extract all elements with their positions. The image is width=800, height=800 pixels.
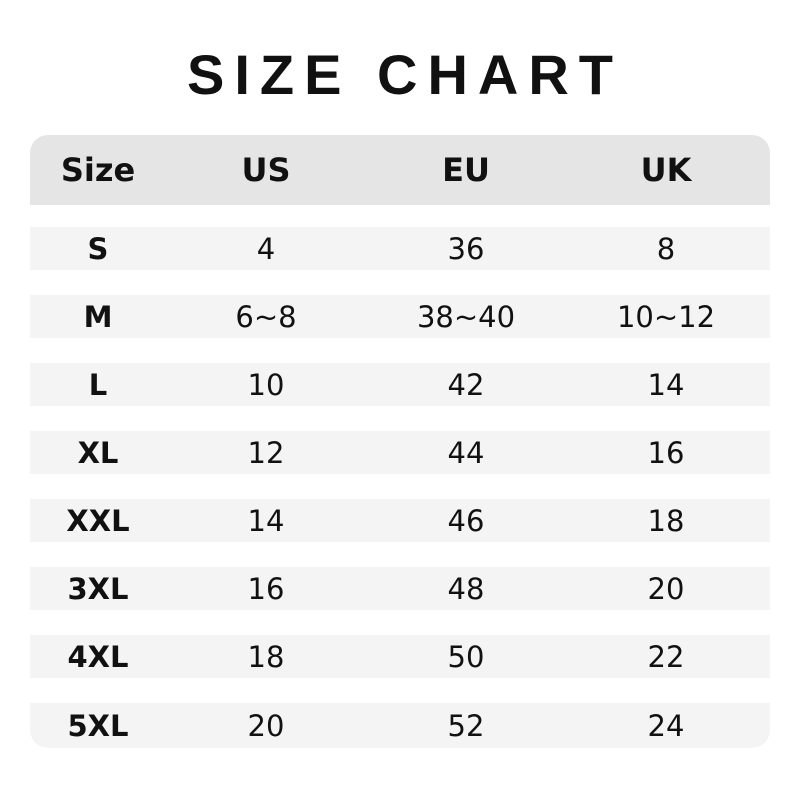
cell-us: 4 (256, 231, 276, 266)
cell-us: 12 (247, 435, 285, 470)
cell-size: 4XL (67, 639, 129, 674)
cell-us: 18 (247, 639, 285, 674)
cell-size: XL (77, 435, 119, 470)
cell-us: 10 (247, 367, 285, 402)
header-size: Size (60, 151, 136, 189)
cell-size: M (83, 299, 113, 334)
cell-eu: 42 (447, 367, 485, 402)
cell-us: 20 (247, 708, 285, 743)
cell-eu: 44 (447, 435, 485, 470)
header-uk: UK (640, 151, 692, 189)
cell-us: 16 (247, 571, 285, 606)
cell-eu: 36 (447, 231, 485, 266)
table-row: 4XL 18 50 22 (30, 635, 770, 678)
cell-uk: 10~12 (616, 299, 716, 334)
table-row: 3XL 16 48 20 (30, 567, 770, 610)
cell-size: L (88, 367, 108, 402)
cell-uk: 16 (647, 435, 685, 470)
cell-eu: 52 (447, 708, 485, 743)
cell-uk: 20 (647, 571, 685, 606)
cell-eu: 50 (447, 639, 485, 674)
table-row: L 10 42 14 (30, 363, 770, 406)
cell-uk: 24 (647, 708, 685, 743)
cell-size: 3XL (67, 571, 129, 606)
table-row: S 4 36 8 (30, 227, 770, 270)
table-header: Size US EU UK (30, 135, 770, 205)
header-eu: EU (442, 151, 490, 189)
cell-eu: 38~40 (416, 299, 516, 334)
cell-size: S (87, 231, 109, 266)
cell-uk: 18 (647, 503, 685, 538)
cell-size: 5XL (67, 708, 129, 743)
table-row: 5XL 20 52 24 (30, 703, 770, 748)
cell-uk: 14 (647, 367, 685, 402)
table-row: XL 12 44 16 (30, 431, 770, 474)
header-us: US (241, 151, 291, 189)
cell-us: 6~8 (235, 299, 297, 334)
cell-uk: 8 (656, 231, 676, 266)
table-row: M 6~8 38~40 10~12 (30, 295, 770, 338)
page-title: SIZE CHART (187, 43, 623, 106)
cell-us: 14 (247, 503, 285, 538)
cell-size: XXL (66, 503, 130, 538)
cell-eu: 48 (447, 571, 485, 606)
cell-uk: 22 (647, 639, 685, 674)
cell-eu: 46 (447, 503, 485, 538)
table-row: XXL 14 46 18 (30, 499, 770, 542)
